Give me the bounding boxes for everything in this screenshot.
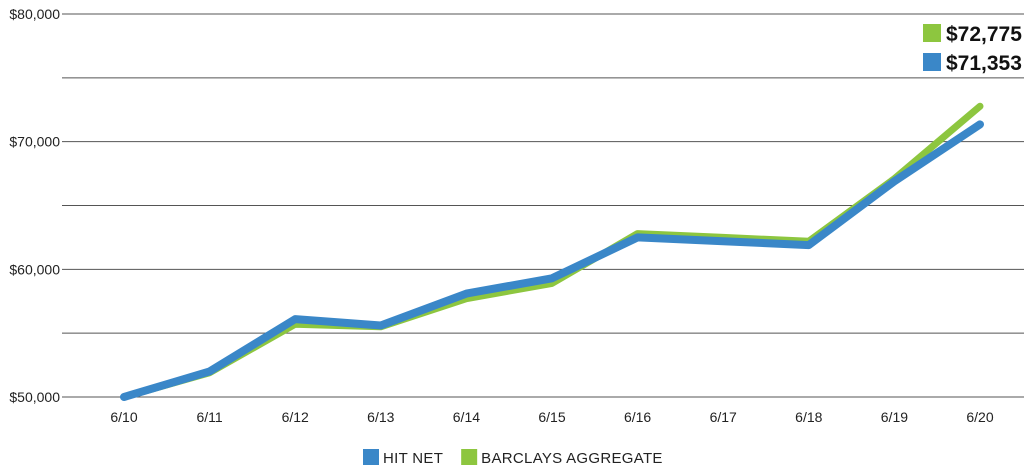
y-tick-label: $60,000: [9, 261, 60, 277]
series-lines: [120, 102, 984, 401]
series-line-hit-net: [120, 120, 984, 401]
x-tick-label: 6/12: [282, 409, 309, 425]
end-label-swatch: [923, 53, 941, 71]
legend-swatch: [461, 449, 478, 465]
end-label-swatch: [923, 24, 941, 42]
y-axis-ticks: $50,000 $60,000 $70,000 $80,000: [9, 6, 60, 405]
series-line-barclays-aggregate: [120, 102, 984, 401]
grid-lines: [62, 13, 1024, 398]
x-tick-label: 6/20: [966, 409, 993, 425]
x-tick-label: 6/13: [367, 409, 394, 425]
legend-label: BARCLAYS AGGREGATE: [481, 450, 663, 467]
x-tick-label: 6/16: [624, 409, 651, 425]
x-axis-ticks: 6/10 6/11 6/12 6/13 6/14 6/15 6/16 6/17 6/18 6/19…: [110, 409, 993, 425]
legend-swatch: [363, 449, 379, 465]
x-tick-label: 6/17: [710, 409, 737, 425]
y-tick-label: $70,000: [9, 134, 60, 150]
end-value-labels: $72,775 $71,353: [923, 23, 1022, 75]
x-tick-label: 6/11: [196, 409, 222, 425]
legend-label: HIT NET: [383, 450, 443, 467]
x-tick-label: 6/19: [881, 409, 908, 425]
end-value-label: $72,775: [946, 23, 1022, 46]
y-tick-label: $80,000: [9, 6, 60, 22]
legend: HIT NET BARCLAYS AGGREGATE: [363, 449, 663, 467]
x-tick-label: 6/15: [538, 409, 565, 425]
x-tick-label: 6/14: [453, 409, 480, 425]
end-value-label: $71,353: [946, 52, 1022, 75]
x-tick-label: 6/10: [110, 409, 137, 425]
y-tick-label: $50,000: [9, 389, 60, 405]
x-tick-label: 6/18: [795, 409, 822, 425]
